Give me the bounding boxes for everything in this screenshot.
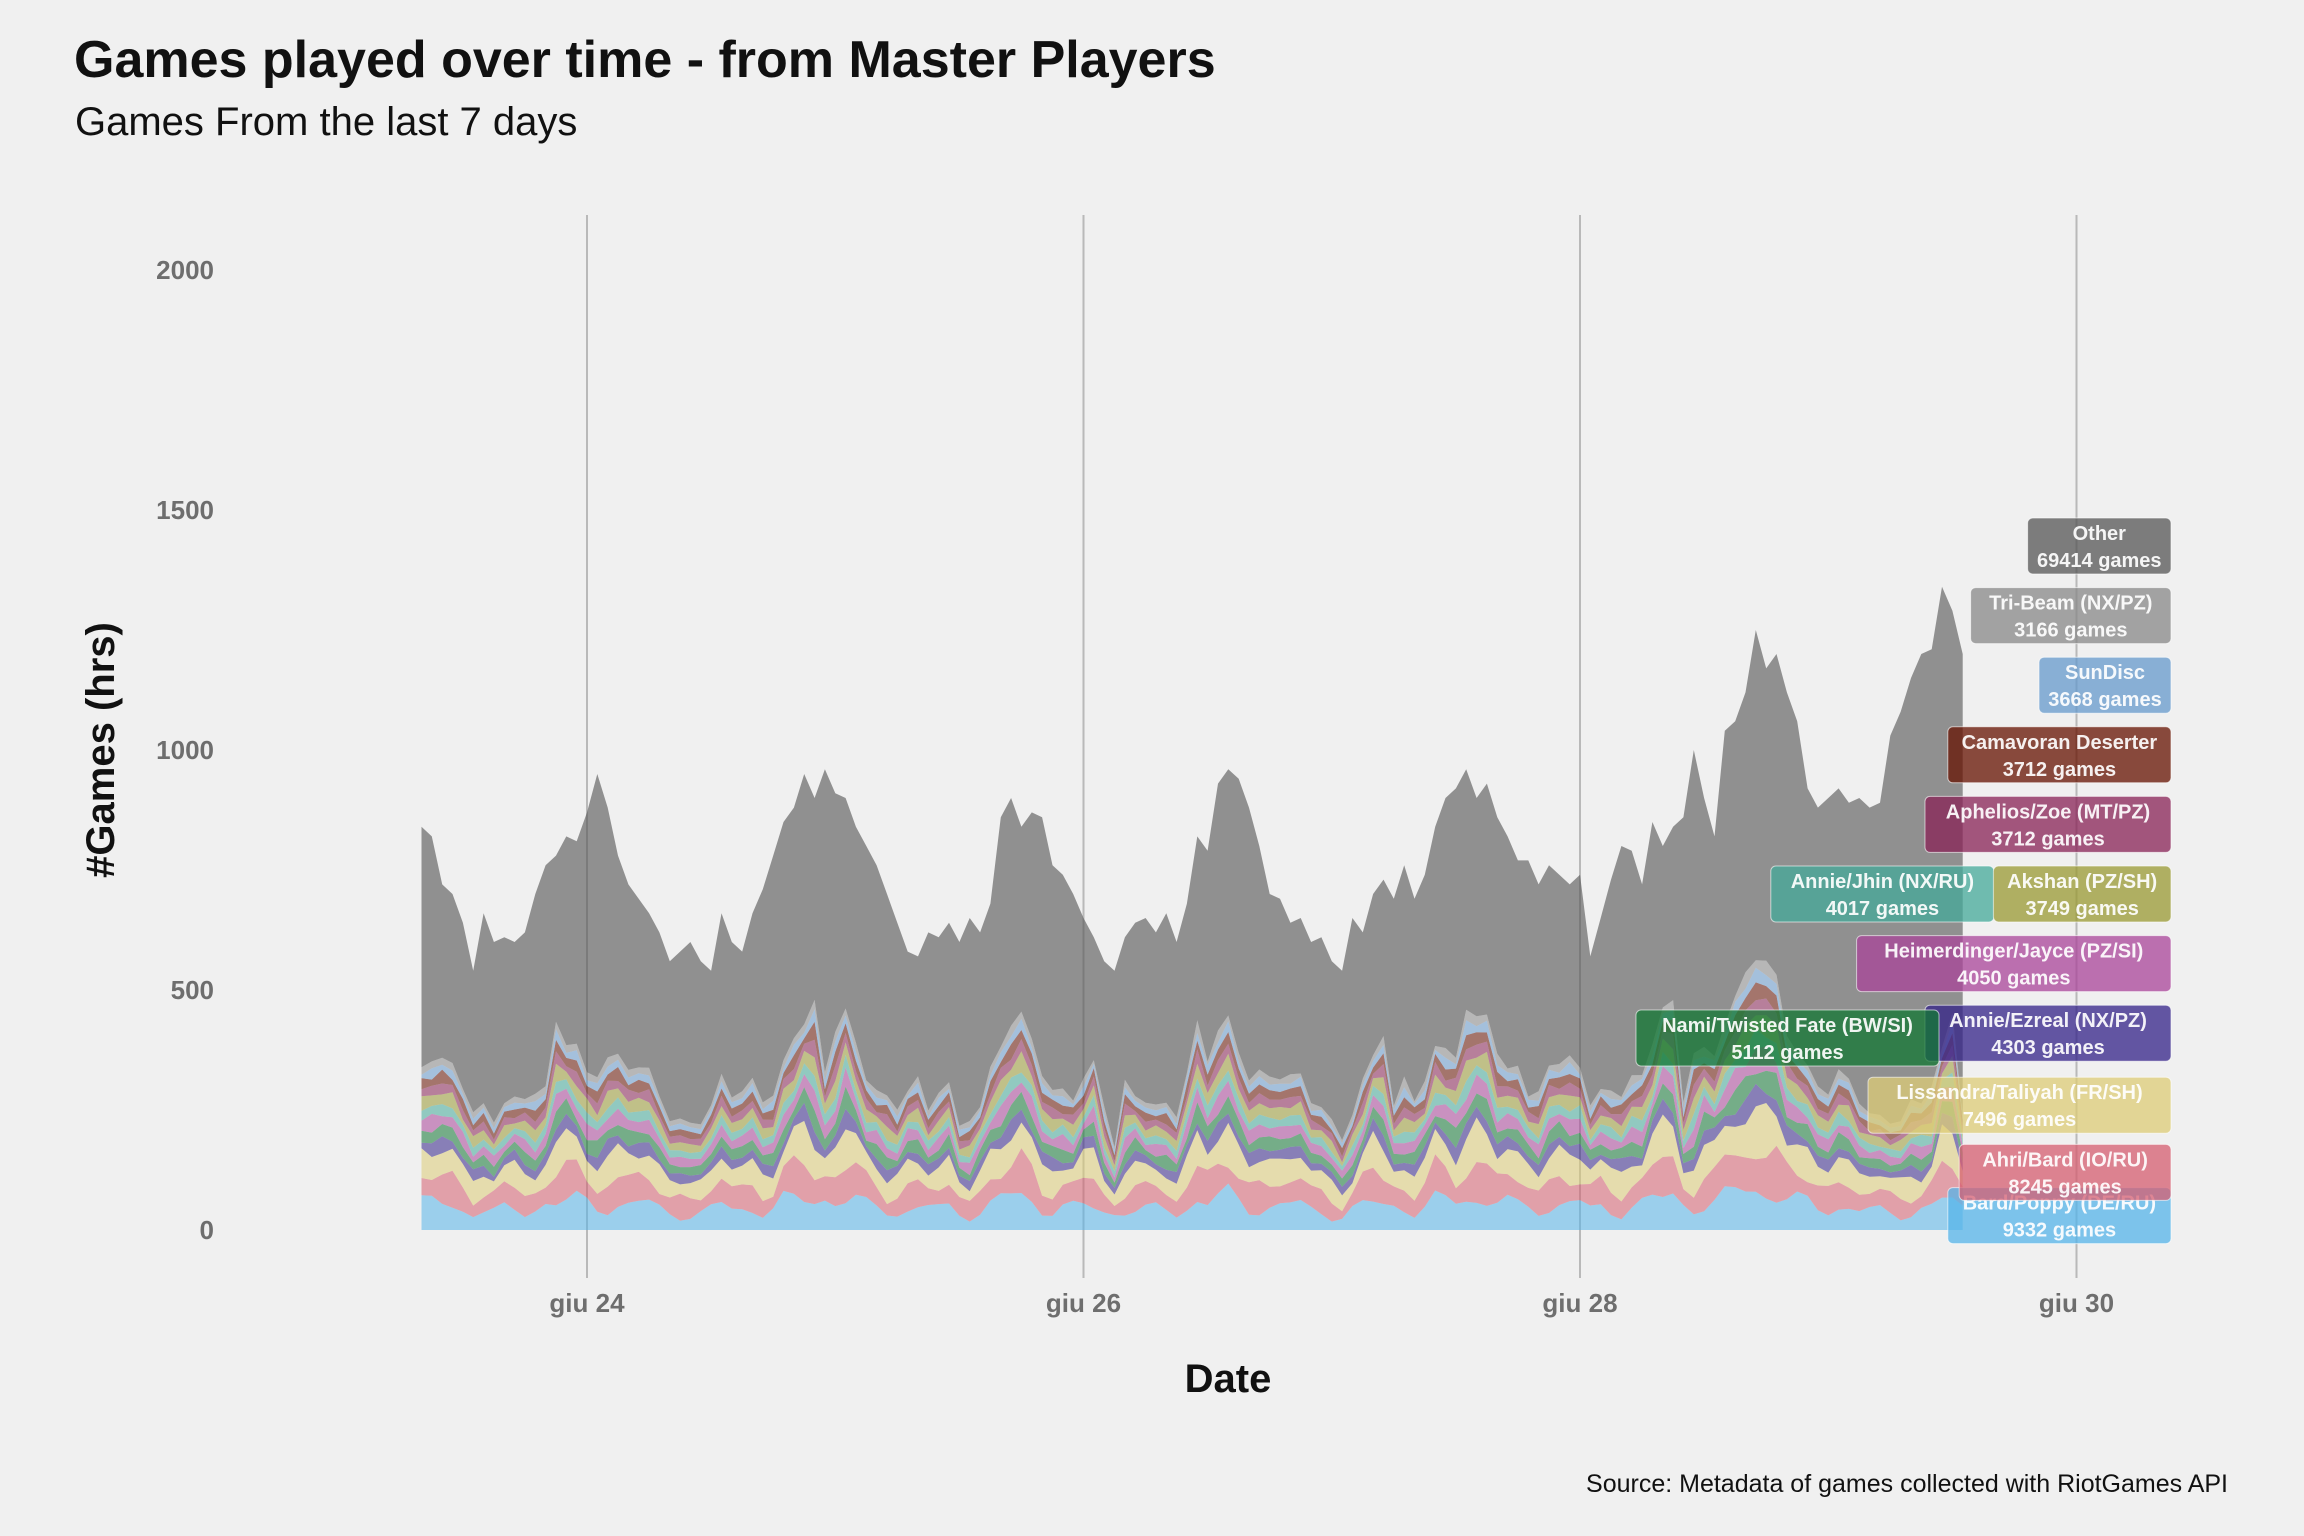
x-tick-label: giu 30 (2039, 1288, 2114, 1318)
series-label-total: 4303 games (1991, 1037, 2104, 1059)
y-axis-ticks: 0 500 1000 1500 2000 (156, 255, 214, 1245)
series-label-total: 8245 games (2008, 1176, 2121, 1198)
series-label: Heimerdinger/Jayce (PZ/SI) 4050 games (1856, 935, 2172, 993)
area-heimerdinger-jayce-pz-si (421, 1046, 1963, 1183)
x-axis-ticks: giu 24 giu 26 giu 28 giu 30 (549, 1288, 2114, 1318)
y-tick-label: 500 (171, 975, 214, 1005)
chart-title: Games played over time - from Master Pla… (74, 31, 1216, 89)
series-label: Nami/Twisted Fate (BW/SI) 5112 games (1635, 1009, 1940, 1067)
area-annie-ezreal-nx-pz (421, 1083, 1963, 1196)
x-tick-label: giu 26 (1046, 1288, 1121, 1318)
area-bard-poppy-de-ru (421, 1183, 1963, 1230)
series-label-total: 3668 games (2048, 689, 2161, 711)
series-label-total: 7496 games (1963, 1109, 2076, 1131)
series-label-name: Annie/Jhin (NX/RU) (1791, 871, 1974, 893)
series-label-box (1958, 1143, 2172, 1201)
series-label-name: Akshan (PZ/SH) (2007, 871, 2157, 893)
series-label-box (1635, 1009, 1940, 1067)
chart-subtitle: Games From the last 7 days (75, 100, 578, 144)
y-axis-title: #Games (hrs) (79, 622, 123, 878)
series-label-total: 3712 games (2003, 759, 2116, 781)
series-label-box (1856, 935, 2172, 993)
series-label-box (2038, 656, 2172, 714)
series-label-name: Ahri/Bard (IO/RU) (1982, 1149, 2148, 1171)
series-label-total: 5112 games (1731, 1042, 1843, 1064)
series-label-total: 3166 games (2014, 620, 2127, 642)
y-tick-label: 2000 (156, 255, 214, 285)
area-lissandra-taliyah-fr-sh (421, 1103, 1963, 1212)
series-label-name: Tri-Beam (NX/PZ) (1989, 593, 2152, 615)
series-label-name: Aphelios/Zoe (MT/PZ) (1946, 801, 2150, 823)
series-label-total: 69414 games (2037, 550, 2162, 572)
series-label-box (1970, 587, 2172, 645)
series-label-name: Other (2073, 523, 2127, 545)
x-tick-label: giu 28 (1542, 1288, 1617, 1318)
series-label: Bard/Poppy (DE/RU)9332 games (1947, 1187, 2172, 1245)
x-axis-title: Date (1185, 1357, 1272, 1401)
series-label: Annie/Ezreal (NX/PZ) 4303 games (1924, 1004, 2172, 1062)
area-akshan-pz-sh (421, 1015, 1963, 1172)
series-label: Ahri/Bard (IO/RU) 8245 games (1958, 1143, 2172, 1201)
area-nami-twisted-fate-bw-si (421, 1070, 1963, 1188)
y-tick-label: 1000 (156, 735, 214, 765)
series-label-total: 9332 games (2003, 1220, 2116, 1242)
series-label-name: SunDisc (2065, 662, 2145, 684)
y-tick-label: 1500 (156, 495, 214, 525)
series-label: SunDisc 3668 games (2038, 656, 2172, 714)
area-aphelios-zoe-mt-pz (421, 998, 1963, 1166)
series-label: Camavoran Deserter 3712 games (1947, 726, 2172, 784)
series-label: Aphelios/Zoe (MT/PZ) 3712 games (1924, 795, 2172, 853)
series-label-name: Heimerdinger/Jayce (PZ/SI) (1884, 941, 2143, 963)
area-sundisc (421, 967, 1963, 1156)
series-label: Akshan (PZ/SH) 3749 games (1992, 865, 2172, 923)
series-label: Lissandra/Taliyah (FR/SH) 7496 games (1867, 1076, 2172, 1134)
area-other (421, 586, 1963, 1148)
series-label: Other 69414 games (2027, 517, 2172, 575)
series-label-name: Lissandra/Taliyah (FR/SH) (1896, 1082, 2142, 1104)
series-label-box (1924, 795, 2172, 853)
area-annie-jhin-nx-ru (421, 1028, 1963, 1178)
series-label: Tri-Beam (NX/PZ) 3166 games (1970, 587, 2172, 645)
series-label-box (2027, 517, 2172, 575)
x-tick-label: giu 24 (549, 1288, 625, 1318)
series-label-box (1867, 1076, 2172, 1134)
area-ahri-bard-io-ru (421, 1145, 1963, 1222)
series-label-name: Nami/Twisted Fate (BW/SI) (1662, 1015, 1913, 1037)
series-label-total: 4017 games (1826, 898, 1939, 920)
source-caption: Source: Metadata of games collected with… (1586, 1470, 2228, 1498)
series-label-name: Annie/Ezreal (NX/PZ) (1949, 1010, 2147, 1032)
series-label-box (1992, 865, 2172, 923)
area-layers (421, 586, 1963, 1230)
series-label-total: 4050 games (1957, 968, 2070, 990)
y-tick-label: 0 (200, 1215, 214, 1245)
series-label-name: Camavoran Deserter (1962, 732, 2158, 754)
area-camavoran-deserter (421, 982, 1963, 1162)
series-label-total: 3749 games (2025, 898, 2138, 920)
series-label: Annie/Jhin (NX/RU) 4017 games (1770, 865, 1995, 923)
series-label-box (1947, 726, 2172, 784)
series-label-total: 3712 games (1991, 828, 2104, 850)
